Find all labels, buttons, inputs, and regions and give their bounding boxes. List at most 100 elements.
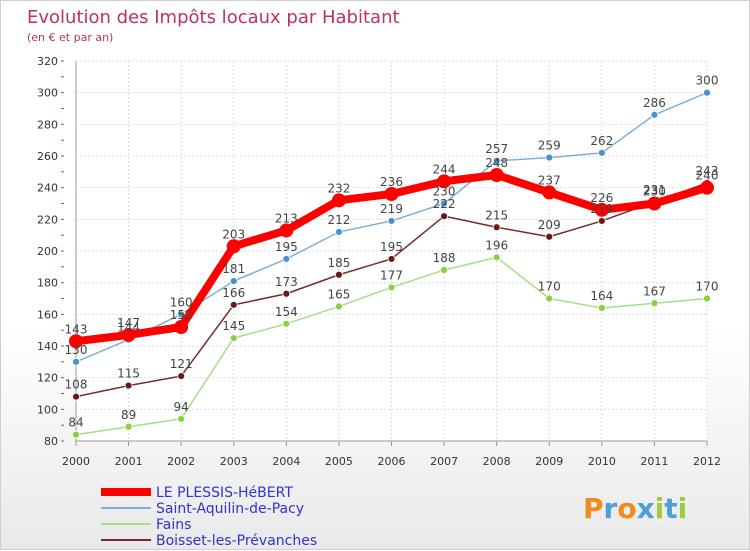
- data-point: [597, 148, 606, 157]
- series-0: [69, 168, 714, 349]
- data-label: 89: [121, 408, 136, 422]
- series-2: [72, 253, 711, 439]
- data-label: 232: [327, 181, 350, 195]
- data-point: [647, 196, 662, 211]
- data-point: [650, 110, 659, 119]
- logo-letter: i: [678, 492, 688, 525]
- data-point: [545, 153, 554, 162]
- logo-letter: i: [655, 492, 665, 525]
- data-label: 145: [222, 319, 245, 333]
- y-tick-label: 140: [37, 340, 58, 353]
- data-label: 286: [643, 96, 666, 110]
- y-tick-label: 200: [37, 245, 58, 258]
- chart-subtitle: (en € et par an): [27, 31, 113, 44]
- data-point: [335, 302, 343, 311]
- data-point: [542, 185, 557, 200]
- data-label: 243: [696, 164, 719, 178]
- data-label: 143: [65, 322, 88, 336]
- data-label: 244: [433, 162, 456, 176]
- data-label: 165: [327, 287, 350, 301]
- data-point: [124, 422, 133, 431]
- data-point: [597, 304, 606, 312]
- x-tick-label: 2010: [588, 455, 616, 468]
- data-label: 259: [538, 139, 561, 153]
- data-point: [282, 289, 291, 298]
- data-label: 231: [643, 183, 666, 197]
- chart-title: Evolution des Impôts locaux par Habitant: [27, 7, 400, 28]
- data-point: [282, 255, 291, 263]
- data-point: [387, 283, 396, 292]
- y-tick-label: 220: [37, 213, 58, 226]
- data-point: [492, 156, 501, 165]
- logo-letter: x: [637, 492, 655, 525]
- y-tick-label: 320: [37, 55, 58, 68]
- logo-letter: P: [583, 492, 604, 525]
- data-point: [489, 168, 504, 182]
- data-label-layer: 143 147 152 203 213 232 236 244 248 237 226 230 240 1…: [65, 74, 719, 430]
- data-point: [229, 334, 238, 342]
- data-point: [700, 180, 714, 195]
- x-tick-label: 2004: [272, 455, 300, 468]
- data-point: [440, 212, 448, 221]
- data-label: 215: [485, 208, 508, 222]
- series-layer: [69, 88, 714, 439]
- data-label: 173: [275, 275, 298, 289]
- data-point: [545, 294, 554, 303]
- x-tick-label: 2000: [62, 455, 90, 468]
- data-label: 240: [696, 169, 719, 183]
- data-point: [335, 270, 343, 279]
- data-label: 209: [538, 218, 561, 232]
- y-tick-label: 280: [37, 118, 58, 131]
- data-label: 154: [275, 305, 298, 319]
- data-point: [492, 253, 501, 262]
- data-label: 164: [590, 289, 613, 303]
- data-label: 115: [117, 367, 140, 381]
- data-label: 181: [222, 262, 245, 276]
- data-point: [229, 277, 238, 285]
- data-label: 300: [696, 74, 719, 88]
- data-point: [72, 392, 80, 401]
- data-label: 212: [327, 213, 350, 227]
- data-label: 203: [222, 227, 245, 241]
- y-tick-label: 160: [37, 308, 58, 321]
- data-point: [72, 357, 80, 366]
- x-tick-label: 2003: [220, 455, 248, 468]
- data-label: 130: [65, 343, 88, 357]
- legend-label: Fains: [156, 517, 191, 533]
- x-tick-label: 2006: [378, 455, 406, 468]
- x-tick-label: 2011: [640, 455, 668, 468]
- data-point: [174, 320, 189, 334]
- data-label: 222: [433, 197, 456, 211]
- legend-label: Saint-Aquilin-de-Pacy: [156, 501, 304, 517]
- data-point: [229, 300, 238, 309]
- data-point: [124, 381, 133, 390]
- data-label: 170: [538, 280, 561, 294]
- data-label: 237: [538, 173, 561, 187]
- data-point: [440, 199, 448, 208]
- data-point: [440, 266, 448, 274]
- x-tick-label: 2008: [483, 455, 511, 468]
- legend: LE PLESSIS-HéBERTSaint-Aquilin-de-PacyFa…: [101, 485, 317, 549]
- data-label: 230: [643, 185, 666, 199]
- data-label: 152: [170, 308, 193, 322]
- data-label: 147: [117, 316, 140, 330]
- series-1: [72, 88, 711, 366]
- data-label: 195: [275, 240, 298, 254]
- data-label: 167: [643, 284, 666, 298]
- data-point: [650, 299, 659, 308]
- data-label: 121: [170, 357, 193, 371]
- data-label: 94: [174, 400, 189, 414]
- data-point: [282, 319, 291, 328]
- data-point: [177, 414, 186, 423]
- logo-letter: r: [604, 492, 618, 525]
- data-label: 248: [485, 156, 508, 170]
- data-label: 257: [485, 142, 508, 156]
- data-label: 230: [433, 185, 456, 199]
- data-point: [545, 232, 554, 241]
- data-label: 196: [485, 238, 508, 252]
- data-point: [335, 228, 343, 236]
- data-label: 236: [380, 175, 403, 189]
- x-tick-label: 2001: [115, 455, 143, 468]
- data-label: 160: [170, 295, 193, 309]
